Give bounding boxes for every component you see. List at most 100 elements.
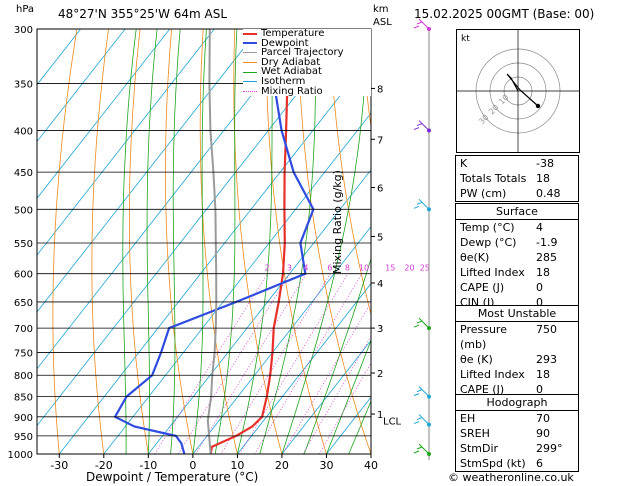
- legend-label: Parcel Trajectory: [261, 47, 344, 59]
- x-tick-label: 20: [275, 459, 289, 472]
- legend-entry: Dewpoint: [243, 37, 371, 49]
- row-value: 293: [536, 353, 557, 366]
- x-tick-label: -20: [95, 459, 113, 472]
- wind-barb-icon: [413, 18, 430, 30]
- pressure-tick-label: 900: [14, 413, 33, 424]
- table-row: Totals Totals 18: [456, 171, 578, 186]
- row-label: Dewp (°C): [460, 236, 517, 249]
- row-value: 90: [536, 427, 550, 440]
- mixing-ratio-label: 25: [420, 264, 430, 273]
- pressure-tick-label: 300: [14, 25, 33, 36]
- pressure-tick-label: 800: [14, 371, 33, 382]
- pressure-tick-label: 500: [14, 205, 33, 216]
- legend-swatch: [243, 32, 257, 35]
- hodograph-unit-label: kt: [461, 34, 470, 44]
- row-label: Lifted Index: [460, 266, 525, 279]
- row-value: 0: [536, 281, 543, 294]
- row-value: 18: [536, 266, 550, 279]
- legend-label: Temperature: [261, 28, 325, 39]
- dry-adiabat: [165, 29, 194, 454]
- row-value: -38: [536, 157, 554, 170]
- copyright: © weatheronline.co.uk: [448, 471, 574, 484]
- hodograph-table-title: Hodograph: [456, 395, 578, 411]
- row-value: 0.48: [536, 187, 561, 200]
- mixing-ratio-title: Mixing Ratio (g/kg): [331, 170, 344, 274]
- isotherm: [37, 29, 349, 427]
- wind-barb-icon: [413, 386, 430, 397]
- wet-adiabat: [348, 400, 371, 454]
- mixing-ratio-label: 3: [287, 264, 292, 273]
- isotherm: [237, 282, 371, 454]
- isotherm: [37, 29, 215, 256]
- dry-adiabat: [360, 29, 371, 130]
- km-label: km: [373, 4, 389, 15]
- parcel-trajectory-line: [206, 29, 218, 454]
- table-row: Dewp (°C) -1.9: [456, 235, 578, 250]
- pressure-tick-label: 750: [14, 348, 33, 359]
- row-value: 6: [536, 457, 543, 470]
- legend-label: Mixing Ratio: [261, 85, 323, 97]
- table-row: CAPE (J) 0: [456, 382, 578, 397]
- legend-swatch: [243, 81, 257, 83]
- x-tick-label: 40: [364, 459, 378, 472]
- pressure-tick-label: 600: [14, 270, 33, 281]
- legend-swatch: [243, 52, 257, 54]
- x-tick-label: -10: [139, 459, 157, 472]
- legend-entry: Parcel Trajectory: [243, 48, 371, 58]
- pressure-tick-label: 950: [14, 432, 33, 443]
- row-label: SREH: [460, 427, 490, 440]
- row-label: Lifted Index: [460, 368, 525, 381]
- legend-label: Dry Adiabat: [261, 56, 321, 68]
- row-label: EH: [460, 412, 476, 425]
- pressure-tick-label: 450: [14, 168, 33, 179]
- isotherm: [58, 55, 371, 454]
- pressure-tick-label: 400: [14, 127, 33, 138]
- dry-adiabat: [91, 29, 109, 454]
- mixing-ratio-line: [154, 273, 268, 454]
- x-axis-title: Dewpoint / Temperature (°C): [86, 470, 259, 484]
- wind-barb-icon: [413, 443, 430, 455]
- isotherm: [37, 29, 171, 199]
- wind-barb-icon: [413, 414, 430, 425]
- row-value: 0: [536, 383, 543, 396]
- legend-entry: Dry Adiabat: [243, 56, 371, 68]
- km-tick-label: 5: [377, 232, 383, 243]
- row-value: 18: [536, 172, 550, 185]
- asl-label: ASL: [373, 17, 392, 28]
- hodograph-end-point: [535, 103, 541, 109]
- legend-entry: Mixing Ratio: [243, 85, 371, 97]
- wet-adiabat: [326, 339, 371, 454]
- pressure-tick-label: 550: [14, 239, 33, 250]
- lcl-label: LCL: [383, 417, 402, 428]
- km-tick-label: 3: [377, 324, 383, 335]
- isotherm: [37, 29, 304, 370]
- isotherm: [192, 226, 371, 454]
- table-row: Temp (°C) 4: [456, 220, 578, 235]
- hodograph-table: Hodograph EH 70 SREH 90 StmDir 299° StmSpd (kt…: [455, 394, 579, 472]
- row-label: StmDir: [460, 442, 499, 455]
- legend-swatch: [243, 71, 257, 73]
- isotherm: [148, 169, 371, 454]
- table-row: Lifted Index 18: [456, 367, 578, 382]
- legend-label: Dewpoint: [261, 37, 309, 49]
- hodograph-ring-label: 30: [477, 113, 491, 127]
- pressure-tick-label: 650: [14, 298, 33, 309]
- mixing-ratio-label: 4: [303, 264, 308, 273]
- legend-swatch: [243, 90, 257, 92]
- isotherm: [103, 112, 371, 454]
- dry-adiabat: [199, 29, 238, 454]
- row-value: 18: [536, 368, 550, 381]
- row-label: StmSpd (kt): [460, 457, 526, 470]
- row-label: CAPE (J): [460, 281, 505, 294]
- pressure-tick-label: 700: [14, 324, 33, 335]
- most-unstable-title: Most Unstable: [456, 306, 578, 322]
- legend-entry: Isotherm: [243, 77, 371, 87]
- indices-table: K -38 Totals Totals 18 PW (cm) 0.48: [455, 155, 579, 202]
- row-value: 299°: [536, 442, 563, 455]
- row-label: θe (K): [460, 353, 493, 366]
- table-row: EH 70: [456, 411, 578, 426]
- wet-adiabat: [146, 29, 158, 454]
- mixing-ratio-label: 8: [345, 264, 350, 273]
- datetime-info: 15.02.2025 00GMT (Base: 00): [414, 7, 595, 21]
